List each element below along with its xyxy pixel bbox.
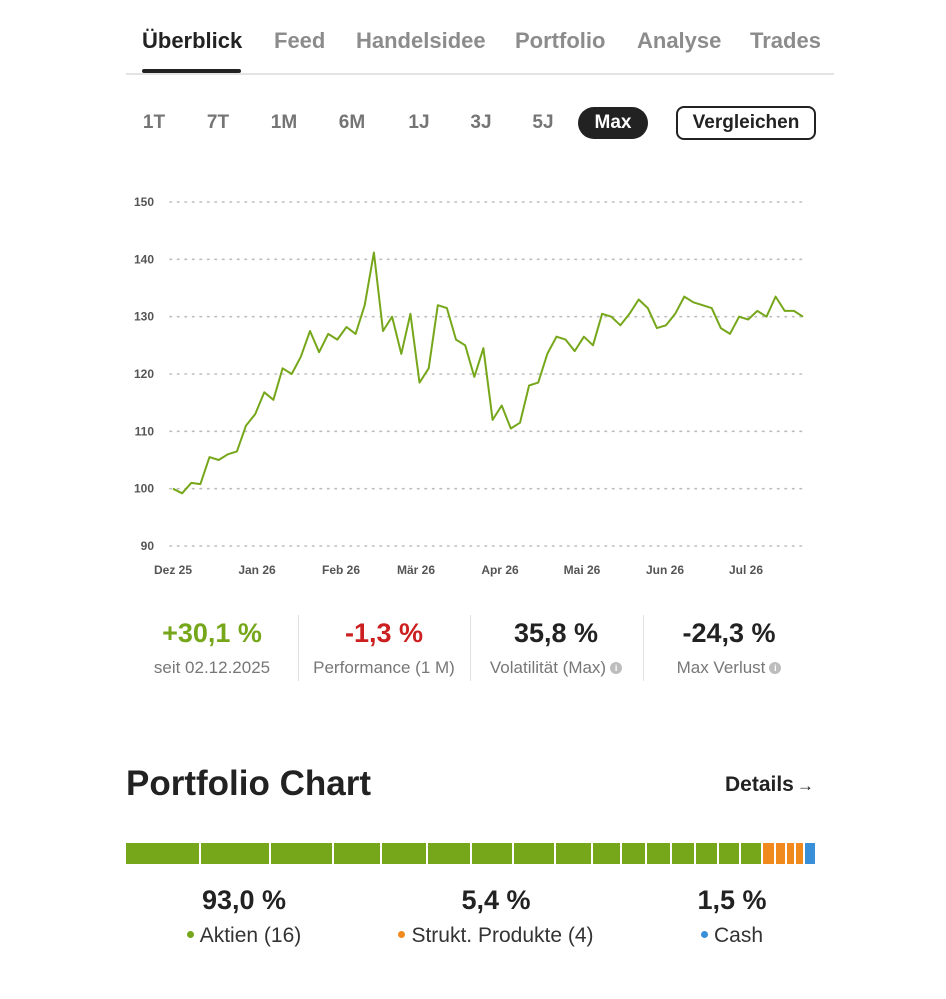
allocation-segment-aktien [593,843,623,864]
tab-ueberblick[interactable]: Überblick [142,28,243,53]
tab-bar: Überblick Feed Handelsidee Portfolio Ana… [126,0,834,75]
allocation-segment-aktien [741,843,763,864]
allocation-bar[interactable] [126,843,816,864]
stat-value: +30,1 % [162,618,262,648]
stat-label-wrapper: Volatilität (Max) i [470,658,642,678]
info-icon[interactable]: i [610,662,623,674]
allocation-segment-strukt [796,843,806,864]
range-3j-button[interactable]: 3J [470,112,492,133]
stat-label: seit 02.12.2025 [153,658,271,677]
allocation-segment-aktien [472,843,515,864]
compare-button[interactable]: Vergleichen [676,106,816,140]
info-icon[interactable]: i [769,662,782,674]
tab-trades[interactable]: Trades [750,28,821,53]
y-tick-label: 130 [134,310,154,324]
stat-performance-1m: -1,3 % Performance (1 M) [298,618,470,678]
allocation-label: Strukt. Produkte (4) [411,924,594,947]
allocation-segment-aktien [622,843,647,864]
allocation-segment-aktien [333,843,382,864]
allocation-percent: 1,5 % [697,885,767,915]
range-1j-button[interactable]: 1J [408,112,430,133]
allocation-label-wrapper: Aktien (16) [94,924,394,948]
allocation-percent: 93,0 % [201,885,287,915]
x-tick-label: Apr 26 [481,563,519,577]
y-tick-label: 140 [134,252,154,266]
x-tick-label: Jun 26 [646,563,684,577]
stat-value: -1,3 % [344,618,424,648]
allocation-segment-strukt [776,843,787,864]
allocation-segment-aktien [201,843,272,864]
allocation-cash: 1,5 % Cash [582,885,882,948]
y-tick-label: 110 [135,424,155,438]
allocation-strukt-produkte: 5,4 % Strukt. Produkte (4) [346,885,646,948]
stat-divider [643,615,644,681]
allocation-segment-aktien [647,843,672,864]
allocation-segment-aktien [427,843,473,864]
stat-divider [298,615,299,681]
stat-label: Max Verlust [676,658,766,677]
stat-max-drawdown: -24,3 % Max Verlust i [643,618,815,678]
details-link[interactable]: Details → [725,773,814,797]
legend-dot [398,931,406,938]
tab-feed[interactable]: Feed [274,28,326,53]
stat-label: Performance (1 M) [313,658,455,677]
allocation-aktien: 93,0 % Aktien (16) [94,885,394,948]
legend-dot [700,931,708,938]
allocation-segment-aktien [718,843,742,864]
x-tick-label: Jan 26 [238,563,276,577]
allocation-segment-cash [805,843,816,864]
stat-divider [470,615,471,681]
tab-handelsidee[interactable]: Handelsidee [356,28,486,53]
allocation-segment-strukt [762,843,777,864]
tab-analyse[interactable]: Analyse [637,28,722,53]
legend-dot [186,931,194,938]
y-tick-label: 150 [134,195,154,209]
details-label: Details [725,773,794,796]
x-tick-label: Jul 26 [729,563,763,577]
range-1t-button[interactable]: 1T [142,112,166,133]
range-5j-button[interactable]: 5J [532,112,554,133]
range-7t-button[interactable]: 7T [206,112,230,133]
portfolio-chart-title: Portfolio Chart [126,764,371,803]
allocation-label: Aktien (16) [199,924,302,947]
stat-volatility: 35,8 % Volatilität (Max) i [470,618,642,678]
allocation-segment-aktien [514,843,557,864]
x-tick-label: Dez 25 [154,563,192,577]
allocation-segment-aktien [381,843,428,864]
allocation-label-wrapper: Cash [582,924,882,948]
allocation-segment-strukt [786,843,797,864]
y-tick-label: 90 [141,539,155,553]
performance-chart: 150 140 130 120 110 100 90 Dez 25 Jan 26 Feb 26 Mä… [134,195,807,577]
allocation-percent: 5,4 % [461,885,531,915]
allocation-segment-aktien [696,843,719,864]
stat-total-performance: +30,1 % seit 02.12.2025 [126,618,298,678]
range-1m-button[interactable]: 1M [270,112,298,133]
allocation-segment-aktien [556,843,594,864]
stat-value: 35,8 % [513,618,599,648]
tab-portfolio[interactable]: Portfolio [515,28,606,53]
x-tick-label: Mai 26 [564,563,601,577]
active-tab-indicator [142,69,241,73]
range-6m-button[interactable]: 6M [338,112,366,133]
allocation-segment-aktien [126,843,202,864]
x-tick-label: Mär 26 [397,563,435,577]
allocation-segment-aktien [271,843,334,864]
allocation-segment-aktien [671,843,697,864]
x-tick-label: Feb 26 [322,563,360,577]
stat-label-wrapper: Max Verlust i [643,658,815,678]
range-max-button[interactable]: Max [578,107,648,139]
stat-value: -24,3 % [682,618,776,648]
stat-label: Volatilität (Max) [489,658,607,677]
y-tick-label: 100 [134,482,154,496]
allocation-label: Cash [713,924,764,947]
y-tick-label: 120 [134,367,154,381]
allocation-label-wrapper: Strukt. Produkte (4) [346,924,646,948]
arrow-right-icon: → [796,776,814,795]
series-line [172,251,804,495]
